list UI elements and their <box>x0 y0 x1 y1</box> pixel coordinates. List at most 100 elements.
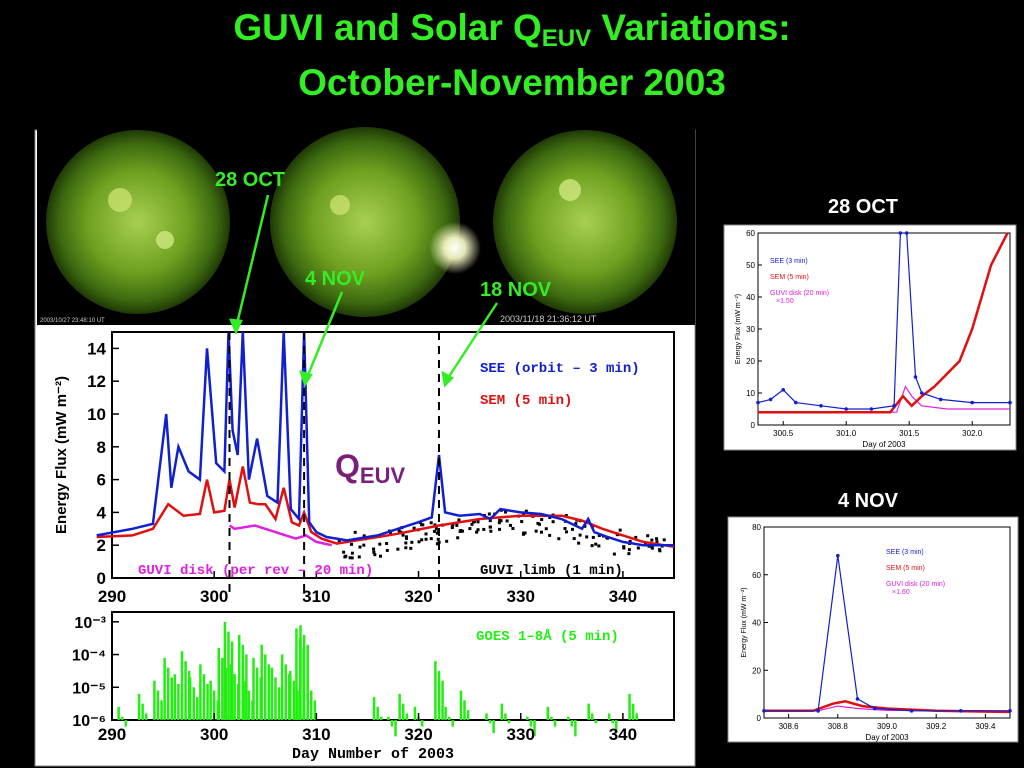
guvi-limb-point <box>650 539 653 542</box>
guvi-limb-point <box>437 538 440 541</box>
inset-x-tick-label: 309.0 <box>877 722 898 731</box>
inset-see-marker <box>873 707 877 711</box>
inset-legend-sem: SEM (5 min) <box>770 274 809 281</box>
legend-guvi-disk: GUVI disk (per rev – 20 min) <box>138 563 373 579</box>
guvi-limb-point <box>456 536 459 539</box>
inset-see-marker <box>905 231 909 235</box>
guvi-limb-point <box>557 537 560 540</box>
guvi-limb-point <box>433 530 436 533</box>
guvi-limb-point <box>619 529 622 532</box>
inset-legend-disk: GUVI disk (20 min) <box>770 290 829 297</box>
guvi-limb-point <box>404 541 407 544</box>
guvi-limb-point <box>565 530 568 533</box>
inset-legend-see: SEE (3 min) <box>770 258 808 265</box>
qeuv-label: QEUV <box>335 448 405 489</box>
inset-see-marker <box>856 697 860 701</box>
callout-4nov: 4 NOV <box>305 268 366 290</box>
x-tick-label-upper: 300 <box>200 587 228 606</box>
goes-plot: 10⁻³ 10⁻⁴ 10⁻⁵ 10⁻⁶ GOES 1–8Å (5 min) 290 300 3… <box>40 587 694 764</box>
inset-x-tick-label: 309.4 <box>975 722 996 731</box>
y-tick-label: 12 <box>87 372 106 391</box>
image-timestamp-1: 2003/10/27 23:48:10 UT <box>40 318 105 324</box>
guvi-limb-point <box>540 531 543 534</box>
guvi-limb-point <box>538 523 541 526</box>
guvi-limb-point <box>362 544 365 547</box>
guvi-limb-point <box>597 544 600 547</box>
y-axis-label: Energy Flux (mW m⁻²) <box>53 376 70 534</box>
guvi-limb-point <box>344 555 347 558</box>
inset-y-tick-label: 80 <box>752 523 761 532</box>
callout-18nov: 18 NOV <box>480 279 552 301</box>
inset-see-marker <box>899 231 903 235</box>
inset-see-marker <box>836 554 840 558</box>
guvi-limb-point <box>350 543 353 546</box>
guvi-limb-point <box>591 544 594 547</box>
guvi-limb-point <box>379 555 382 558</box>
inset-4nov-title: 4 NOV <box>838 490 898 513</box>
guvi-limb-point <box>506 519 509 522</box>
x-tick-label-lower: 290 <box>98 725 126 744</box>
guvi-limb-point <box>418 540 421 543</box>
inset-x-tick-label: 300.5 <box>773 429 794 438</box>
callout-28oct: 28 OCT <box>215 169 285 191</box>
x-tick-label-lower: 340 <box>609 725 637 744</box>
guvi-limb-point <box>571 528 574 531</box>
guvi-limb-point <box>489 525 492 528</box>
inset-see-marker <box>1008 401 1012 405</box>
inset-y-tick-label: 40 <box>746 293 755 302</box>
guvi-limb-point <box>535 530 538 533</box>
legend-sem: SEM (5 min) <box>480 393 572 409</box>
y-tick-label: 8 <box>97 438 106 457</box>
guvi-limb-point <box>627 552 630 555</box>
inset-see-marker <box>816 709 820 713</box>
guvi-limb-point <box>420 538 423 541</box>
x-tick-label-lower: 300 <box>200 725 228 744</box>
guvi-limb-point <box>396 548 399 551</box>
inset-28oct-plot: 0102030405060300.5 301.0 301.5 302.0Day of … <box>724 225 1016 450</box>
guvi-limb-point <box>540 518 543 521</box>
guvi-limb-point <box>622 545 625 548</box>
inset-see-marker <box>819 404 823 408</box>
y-tick-label: 10 <box>87 405 106 424</box>
guvi-limb-point <box>577 542 580 545</box>
inset-y-tick-label: 50 <box>746 261 755 270</box>
y-tick-label: 2 <box>97 536 106 555</box>
guvi-limb-point <box>354 531 357 534</box>
legend-see: SEE (orbit – 3 min) <box>480 361 640 377</box>
inset-see-marker <box>870 407 874 411</box>
inset-see-marker <box>920 391 924 395</box>
inset-see-marker <box>914 375 918 379</box>
guvi-limb-point <box>613 553 616 556</box>
inset-see-marker <box>1008 709 1012 713</box>
guvi-limb-point <box>658 548 661 551</box>
guvi-limb-point <box>455 524 458 527</box>
guvi-limb-point <box>498 521 501 524</box>
inset-x-tick-label: 308.8 <box>828 722 849 731</box>
guvi-limb-point <box>451 525 454 528</box>
guvi-limb-point <box>509 524 512 527</box>
inset-see-marker <box>781 388 785 392</box>
guvi-limb-point <box>409 547 412 550</box>
inset-see-marker <box>970 401 974 405</box>
guvi-limb-point <box>498 528 501 531</box>
x-axis-label: Day Number of 2003 <box>292 746 454 763</box>
inset-see-marker <box>959 709 963 713</box>
guvi-limb-point <box>482 528 485 531</box>
inset-see-marker <box>939 398 943 402</box>
image-timestamp-3: 2003/11/18 21:36:12 UT <box>500 314 597 324</box>
inset-see-marker <box>844 407 848 411</box>
x-tick-label-upper: 330 <box>507 587 535 606</box>
inset-legend-scale: ×1.60 <box>892 589 910 596</box>
inset-legend-scale: ×1.50 <box>776 298 794 305</box>
goes-y-tick-label: 10⁻⁴ <box>72 648 106 665</box>
guvi-limb-point <box>489 530 492 533</box>
goes-background <box>40 592 694 764</box>
guvi-limb-point <box>425 538 428 541</box>
y-tick-label: 14 <box>87 339 106 358</box>
guvi-limb-point <box>359 546 362 549</box>
guvi-limb-point <box>468 527 471 530</box>
inset-x-tick-label: 309.2 <box>926 722 947 731</box>
guvi-limb-point <box>351 552 354 555</box>
y-tick-label: 4 <box>97 503 107 522</box>
inset-y-tick-label: 0 <box>751 421 756 430</box>
